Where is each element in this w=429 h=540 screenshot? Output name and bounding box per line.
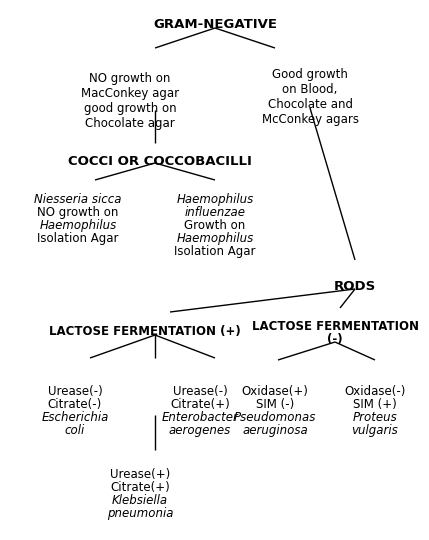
Text: Haemophilus: Haemophilus (176, 193, 254, 206)
Text: Haemophilus: Haemophilus (39, 219, 117, 232)
Text: Haemophilus: Haemophilus (176, 232, 254, 245)
Text: Oxidase(+): Oxidase(+) (242, 385, 308, 398)
Text: coli: coli (65, 424, 85, 437)
Text: Oxidase(-): Oxidase(-) (344, 385, 406, 398)
Text: COCCI OR COCCOBACILLI: COCCI OR COCCOBACILLI (68, 155, 252, 168)
Text: influenzae: influenzae (184, 206, 245, 219)
Text: SIM (-): SIM (-) (256, 398, 294, 411)
Text: Urease(-): Urease(-) (48, 385, 103, 398)
Text: Klebsiella: Klebsiella (112, 494, 168, 507)
Text: Growth on: Growth on (184, 219, 246, 232)
Text: NO growth on: NO growth on (37, 206, 119, 219)
Text: Urease(-): Urease(-) (172, 385, 227, 398)
Text: Isolation Agar: Isolation Agar (174, 245, 256, 258)
Text: NO growth on
MacConkey agar
good growth on
Chocolate agar: NO growth on MacConkey agar good growth … (81, 72, 179, 130)
Text: Urease(+): Urease(+) (110, 468, 170, 481)
Text: aerogenes: aerogenes (169, 424, 231, 437)
Text: Good growth
on Blood,
Chocolate and
McConkey agars: Good growth on Blood, Chocolate and McCo… (262, 68, 359, 126)
Text: Citrate(+): Citrate(+) (110, 481, 170, 494)
Text: (-): (-) (327, 333, 343, 346)
Text: Citrate(+): Citrate(+) (170, 398, 230, 411)
Text: Proteus: Proteus (353, 411, 397, 424)
Text: Enterobacter: Enterobacter (162, 411, 239, 424)
Text: pneumonia: pneumonia (107, 507, 173, 520)
Text: Escherichia: Escherichia (41, 411, 109, 424)
Text: RODS: RODS (334, 280, 376, 293)
Text: LACTOSE FERMENTATION (+): LACTOSE FERMENTATION (+) (49, 325, 241, 338)
Text: vulgaris: vulgaris (352, 424, 399, 437)
Text: Citrate(-): Citrate(-) (48, 398, 102, 411)
Text: GRAM-NEGATIVE: GRAM-NEGATIVE (153, 18, 277, 31)
Text: Pseudomonas: Pseudomonas (234, 411, 316, 424)
Text: Niesseria sicca: Niesseria sicca (34, 193, 122, 206)
Text: LACTOSE FERMENTATION: LACTOSE FERMENTATION (251, 320, 419, 333)
Text: aeruginosa: aeruginosa (242, 424, 308, 437)
Text: SIM (+): SIM (+) (353, 398, 397, 411)
Text: Isolation Agar: Isolation Agar (37, 232, 119, 245)
